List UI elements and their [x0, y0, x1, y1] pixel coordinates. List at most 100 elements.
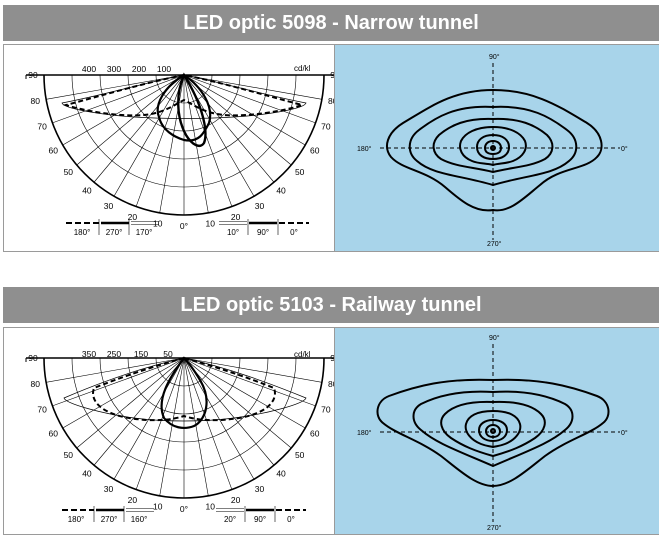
axis-label-bottom: 270°: [487, 240, 502, 248]
polar-diagram: cd/kl 350 250 150 50 90 90 80 80 70 70 60 60 50 5…: [25, 349, 334, 524]
angle-label: 80: [328, 96, 334, 106]
polar-radial: [52, 357, 185, 407]
isolux-center: [490, 145, 496, 151]
polar-radial: [46, 357, 185, 383]
isolux-contour: [459, 125, 527, 167]
intensity-curve: [92, 356, 276, 422]
isolux-contour: [386, 88, 603, 212]
polar-radial: [46, 74, 185, 100]
scale-label: 200: [132, 64, 146, 74]
photometric-panel: cd/kl 400 300 200 100 90 90 80 80 70 70 60 60 50…: [3, 44, 659, 252]
polar-radial: [183, 74, 275, 183]
polar-radial: [113, 74, 185, 197]
isolux-diagram: 90° 270° 180° 0°: [334, 328, 659, 534]
polar-radial: [135, 357, 185, 490]
angle-label: 30: [255, 484, 265, 494]
angle-label: 50: [295, 450, 305, 460]
polar-radial: [62, 357, 185, 429]
legend-label: 0°: [290, 228, 298, 237]
angle-label: 60: [48, 429, 58, 439]
isolux-contours: [376, 378, 610, 488]
isolux-contour: [475, 133, 511, 161]
angle-labels: 90 90 80 80 70 70 60 60 50 50 40 40 30 30 20 20 10 10 0°: [28, 353, 334, 514]
angle-label: 80: [31, 379, 41, 389]
scale-label: 350: [82, 349, 96, 359]
axis-label-bottom: 270°: [487, 524, 502, 532]
legend-label: 270°: [106, 228, 123, 237]
axis-label-top: 90°: [489, 53, 500, 61]
isolux-contour: [464, 409, 522, 449]
angle-label: 70: [37, 405, 47, 415]
polar-radial: [183, 74, 316, 124]
angle-label: 40: [82, 186, 92, 196]
legend-label: 180°: [74, 228, 91, 237]
polar-grid: [25, 74, 334, 216]
angle-labels: 90 90 80 80 70 70 60 60 50 50 40 40 30 30 20 20 10 10 0°: [28, 70, 334, 231]
axis-label-right: 0°: [621, 429, 628, 437]
angle-label: 10: [153, 502, 163, 512]
polar-radial: [62, 74, 185, 146]
angle-label: 20: [231, 212, 241, 222]
legend-label: 20°: [224, 515, 236, 524]
angle-label: 0°: [180, 504, 188, 514]
polar-curves: [63, 356, 307, 429]
unit-label: cd/kl: [294, 350, 311, 359]
angle-label: 70: [37, 122, 47, 132]
legend-label: 0°: [287, 515, 295, 524]
polar-radial: [183, 74, 306, 146]
angle-label: 70: [321, 405, 331, 415]
polar-radial: [159, 357, 185, 496]
polar-radial: [183, 357, 292, 449]
polar-radial: [76, 357, 185, 449]
scale-label: 250: [107, 349, 121, 359]
polar-radial: [52, 74, 185, 124]
intensity-curve: [177, 72, 207, 147]
scale-label: 100: [157, 64, 171, 74]
isolux-contour: [483, 139, 503, 156]
legend-left: 180° 270° 170°: [66, 219, 159, 237]
angle-label: 50: [295, 167, 305, 177]
scale-label: 150: [134, 349, 148, 359]
angle-label: 60: [310, 429, 320, 439]
legend-label: 90°: [257, 228, 269, 237]
angle-label: 40: [82, 469, 92, 479]
intensity-curve: [160, 356, 208, 429]
unit-label: cd/kl: [294, 64, 311, 73]
isolux-contour: [408, 105, 578, 187]
polar-radial: [183, 357, 275, 466]
polar-radial: [93, 357, 185, 466]
intensity-curve: [63, 357, 307, 422]
angle-label: 60: [310, 146, 320, 156]
angle-label: 0°: [180, 221, 188, 231]
angle-label: 10: [205, 502, 215, 512]
angle-label: 10: [153, 219, 163, 229]
isolux-contour: [376, 378, 610, 488]
angle-label: 10: [205, 219, 215, 229]
angle-label: 60: [48, 146, 58, 156]
angle-label: 20: [128, 212, 138, 222]
scale-labels: 400 300 200 100: [82, 64, 171, 74]
angle-label: 20: [231, 495, 241, 505]
scale-label: 400: [82, 64, 96, 74]
isolux-center: [490, 428, 496, 434]
scale-label: 50: [163, 349, 173, 359]
axis-label-left: 180°: [357, 145, 372, 153]
polar-radial: [183, 357, 233, 490]
section-title: LED optic 5103 - Railway tunnel: [3, 287, 659, 323]
polar-radial: [113, 357, 185, 480]
isolux-contour: [412, 390, 574, 468]
angle-label: 90: [330, 353, 334, 363]
angle-label: 90: [28, 70, 38, 80]
angle-label: 20: [128, 495, 138, 505]
legend-right: 20° 90° 0°: [216, 506, 306, 524]
legend-label: 10°: [227, 228, 239, 237]
isolux-contour: [432, 117, 554, 174]
polar-radial: [183, 357, 209, 496]
angle-label: 30: [255, 201, 265, 211]
isolux-diagram: 90° 270° 180° 0°: [334, 45, 659, 251]
scale-label: 300: [107, 64, 121, 74]
polar-radial: [183, 74, 292, 166]
angle-label: 40: [276, 469, 286, 479]
polar-radial: [183, 357, 306, 429]
legend-left: 180° 270° 160°: [62, 506, 154, 524]
